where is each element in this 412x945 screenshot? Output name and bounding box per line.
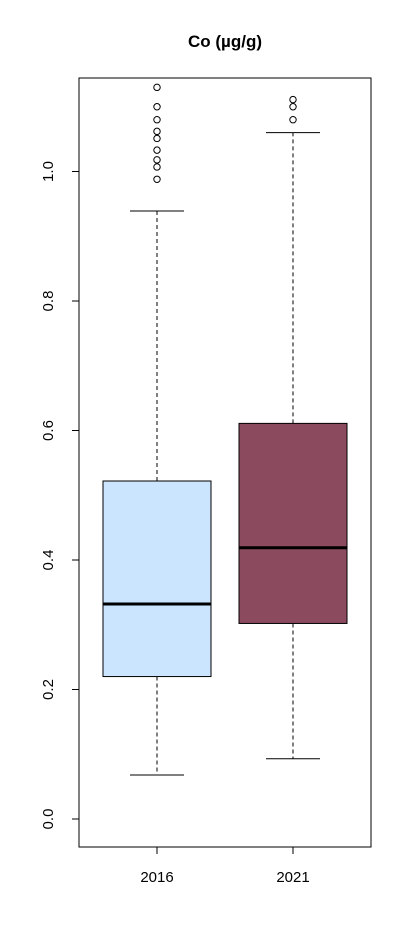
- y-tick-label: 0.6: [40, 420, 57, 441]
- iqr-box: [238, 422, 348, 624]
- y-axis: 0.0 0.2 0.4 0.6 0.8 1.0: [40, 161, 80, 830]
- iqr-box: [102, 480, 212, 678]
- outlier-point: [153, 175, 161, 183]
- y-tick-label: 0.0: [40, 809, 57, 830]
- outlier-point: [153, 156, 161, 164]
- outlier-point: [289, 95, 297, 104]
- outlier-point: [153, 127, 161, 136]
- x-tick-label: 2016: [140, 869, 173, 886]
- y-tick-label: 0.4: [40, 550, 57, 571]
- outlier-point: [289, 103, 297, 111]
- outlier-point: [153, 116, 161, 124]
- outlier-point: [153, 146, 161, 154]
- y-tick-label: 0.2: [40, 679, 57, 700]
- x-tick-label: 2021: [276, 869, 309, 886]
- box-2016: [102, 83, 212, 776]
- outlier-point: [153, 83, 161, 92]
- y-tick-label: 1.0: [40, 161, 57, 182]
- chart-title: Co (µg/g): [188, 32, 262, 51]
- outlier-point: [289, 116, 297, 124]
- boxes-layer: [102, 83, 348, 776]
- outlier-point: [153, 103, 161, 111]
- y-tick-label: 0.8: [40, 291, 57, 312]
- outlier-point: [153, 163, 161, 171]
- box-2021: [238, 95, 348, 760]
- outlier-point: [153, 134, 161, 143]
- x-axis: 2016 2021: [140, 846, 310, 886]
